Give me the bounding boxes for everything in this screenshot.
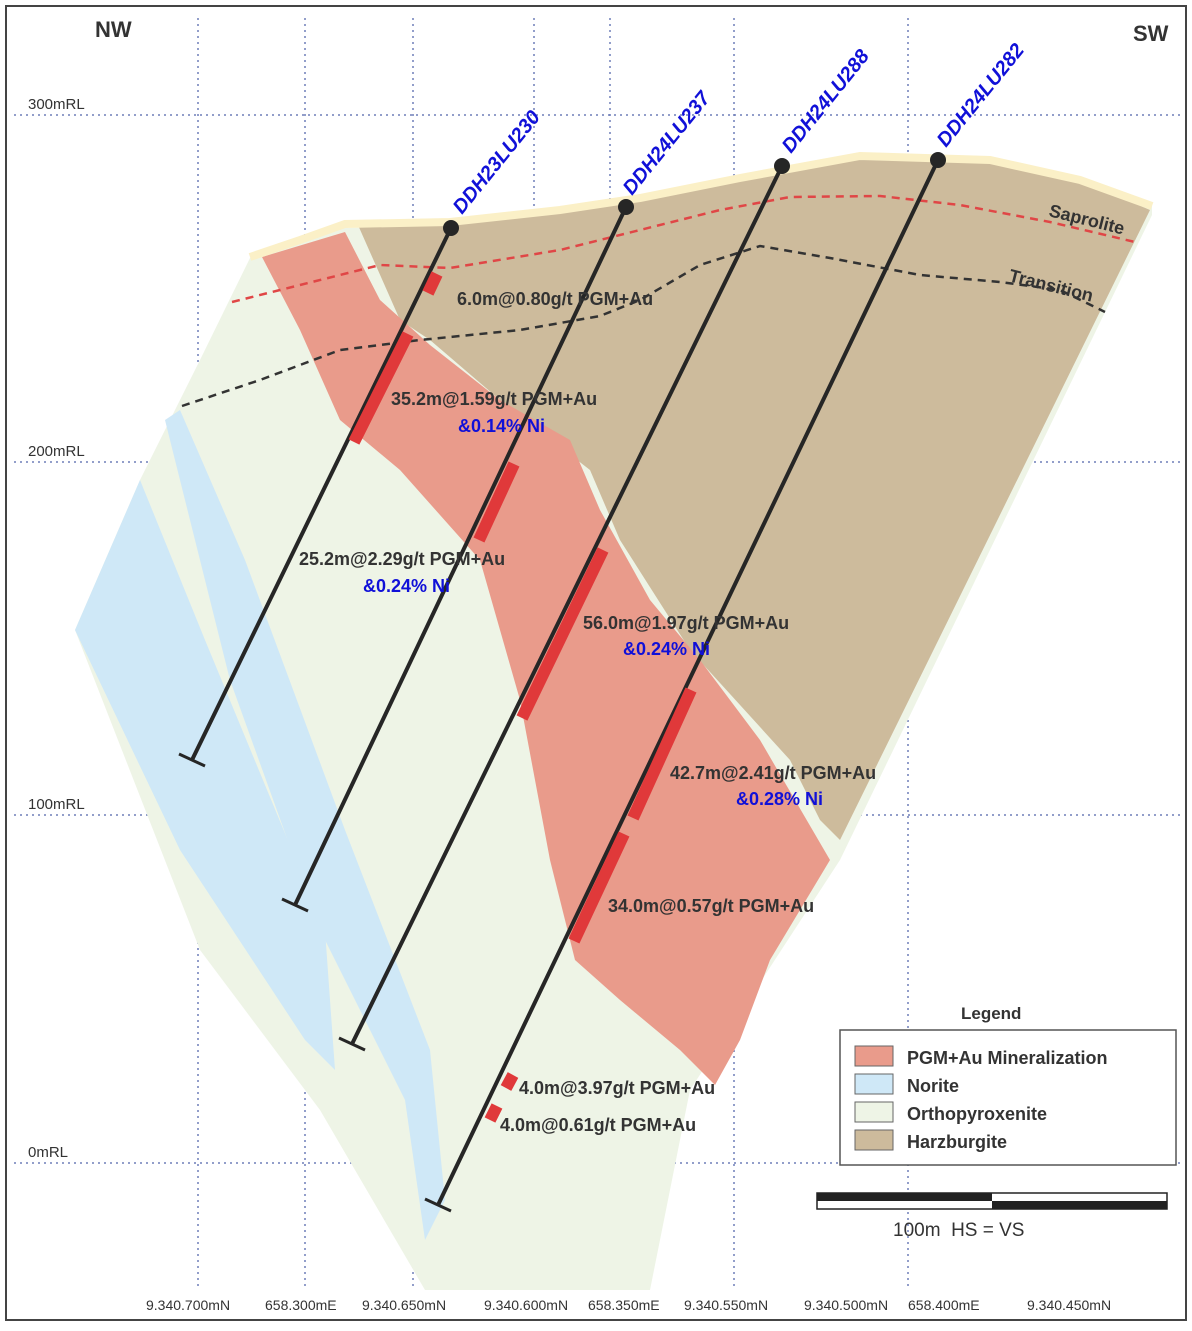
legend-label: Orthopyroxenite (907, 1104, 1047, 1124)
drillhole-trace (350, 165, 784, 1045)
scale-bar-segment (992, 1201, 1167, 1209)
norite-band-inner (165, 410, 445, 1240)
legend-label: Harzburgite (907, 1132, 1007, 1152)
scale-bar: 100m HS = VS (816, 1192, 1168, 1241)
topographic-surface (248, 151, 1154, 261)
drillhole-end-tick (178, 752, 206, 768)
intercept-bar (484, 1103, 503, 1123)
elevation-label: 100mRL (28, 796, 85, 813)
legend-label: PGM+Au Mineralization (907, 1048, 1108, 1068)
elevation-label: 0mRL (28, 1144, 68, 1161)
norite-band-outer (75, 480, 335, 1070)
grid-coordinate-label: 658.400mE (908, 1297, 980, 1313)
intercept-bar (348, 331, 414, 445)
drillhole-trace (293, 206, 628, 906)
legend-swatch-norite (854, 1073, 894, 1095)
legend-swatch-mineralization (854, 1045, 894, 1067)
intercept-bar (627, 687, 697, 821)
elevation-label: 300mRL (28, 96, 85, 113)
drillhole-collar (930, 152, 946, 168)
intercept-label: 34.0m@0.57g/t PGM+Au (608, 896, 814, 916)
drillhole-trace (436, 159, 940, 1206)
intercept-label: 6.0m@0.80g/t PGM+Au (457, 289, 653, 309)
corner-label-sw: SW (1133, 21, 1169, 46)
transition-boundary (181, 244, 1106, 408)
intercept-ni-label: &0.24% Ni (363, 576, 450, 596)
intercept-bar (516, 547, 609, 721)
intercept-bar (422, 271, 443, 296)
drillhole-end-tick (281, 897, 309, 913)
intercept-bar (568, 831, 630, 944)
legend-box (839, 1029, 1177, 1166)
legend-swatch-orthopyroxenite (854, 1101, 894, 1123)
intercept-bar (473, 461, 520, 543)
intercept-ni-label: &0.14% Ni (458, 416, 545, 436)
intercept-label: 4.0m@3.97g/t PGM+Au (519, 1078, 715, 1098)
drillhole-end-tick (424, 1197, 452, 1213)
grid-coordinate-label: 9.340.600mN (484, 1297, 568, 1313)
drillhole-trace (190, 227, 453, 761)
intercept-ni-label: &0.24% Ni (623, 639, 710, 659)
drillhole-traces (190, 159, 940, 1206)
legend-title: Legend (961, 1004, 1021, 1023)
intercept-label: 42.7m@2.41g/t PGM+Au (670, 763, 876, 783)
intercept-label: 56.0m@1.97g/t PGM+Au (583, 613, 789, 633)
intercept-bar (500, 1072, 519, 1091)
intercept-ni-label: &0.28% Ni (736, 789, 823, 809)
harzburgite-unit (358, 158, 1150, 840)
grid-coordinate-label: 9.340.450mN (1027, 1297, 1111, 1313)
scale-bar-label: 100m HS = VS (893, 1220, 1024, 1241)
grid-coordinate-label: 658.350mE (588, 1297, 660, 1313)
legend-label: Norite (907, 1076, 959, 1096)
drillhole-end-ticks (178, 752, 452, 1213)
scale-bar-segment (817, 1193, 992, 1201)
grid-coordinate-label: 9.340.500mN (804, 1297, 888, 1313)
legend-swatch-harzburgite (854, 1129, 894, 1151)
elevation-label: 200mRL (28, 443, 85, 460)
drillhole-collar (443, 220, 459, 236)
drillhole-end-tick (338, 1036, 366, 1052)
intercept-label: 25.2m@2.29g/t PGM+Au (299, 549, 505, 569)
grid-coordinate-label: 9.340.650mN (362, 1297, 446, 1313)
corner-label-nw: NW (95, 17, 132, 42)
grid-coordinate-label: 9.340.700mN (146, 1297, 230, 1313)
drillhole-collar (618, 199, 634, 215)
grid-coordinate-label: 658.300mE (265, 1297, 337, 1313)
legend: Legend PGM+Au Mineralization Norite Orth… (839, 1004, 1177, 1166)
intercept-label: 35.2m@1.59g/t PGM+Au (391, 389, 597, 409)
drillhole-collar (774, 158, 790, 174)
grid-coordinate-label: 9.340.550mN (684, 1297, 768, 1313)
intercept-label: 4.0m@0.61g/t PGM+Au (500, 1115, 696, 1135)
drillhole-collars (443, 152, 946, 236)
intercept-bars (348, 271, 697, 1123)
